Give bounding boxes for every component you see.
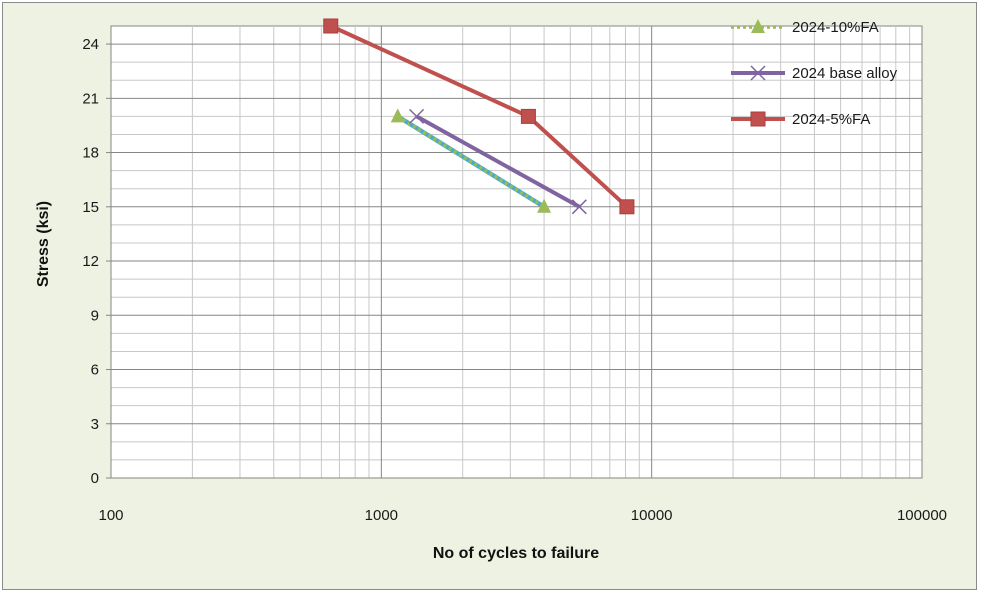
plot-background xyxy=(110,25,923,479)
plot-area xyxy=(110,25,923,479)
x-axis-title: No of cycles to failure xyxy=(433,545,599,562)
y-tick-labels: 0 3 6 9 12 15 18 21 24 xyxy=(82,36,99,487)
triangle-marker xyxy=(751,19,765,33)
x-marker xyxy=(750,65,766,81)
x-tick-label: 1000 xyxy=(365,507,398,524)
y-tick-label: 24 xyxy=(82,36,99,53)
series-markers xyxy=(323,18,635,215)
y-axis-title: Stress (ksi) xyxy=(35,201,52,287)
series-line xyxy=(396,114,546,209)
square-marker xyxy=(520,108,536,124)
square-marker xyxy=(619,199,635,215)
legend-label: 2024-10%FA xyxy=(792,19,879,36)
legend-label: 2024-5%FA xyxy=(792,111,870,128)
square-marker xyxy=(323,18,339,34)
y-tick-label: 15 xyxy=(82,199,99,216)
y-tick-label: 12 xyxy=(82,253,99,270)
x-tick-label: 10000 xyxy=(631,507,673,524)
x-tick-label: 100000 xyxy=(897,507,947,524)
triangle-marker xyxy=(390,108,405,123)
square-marker xyxy=(750,111,766,127)
legend-label: 2024 base alloy xyxy=(792,65,898,82)
y-tick-label: 9 xyxy=(91,307,99,324)
y-tick-label: 21 xyxy=(82,90,99,107)
series-line xyxy=(415,114,581,209)
legend: 2024-10%FA 2024 base alloy 2024-5%FA xyxy=(731,19,898,128)
y-tick-label: 3 xyxy=(91,416,99,433)
y-tick-label: 6 xyxy=(91,362,99,379)
x-tick-labels: 100 1000 10000 100000 xyxy=(98,507,947,524)
y-tick-label: 0 xyxy=(91,470,99,487)
triangle-marker xyxy=(537,198,552,213)
x-marker xyxy=(409,108,425,124)
major-gridlines xyxy=(106,26,923,479)
x-tick-label: 100 xyxy=(98,507,123,524)
x-marker xyxy=(571,199,587,215)
y-tick-label: 18 xyxy=(82,145,99,162)
